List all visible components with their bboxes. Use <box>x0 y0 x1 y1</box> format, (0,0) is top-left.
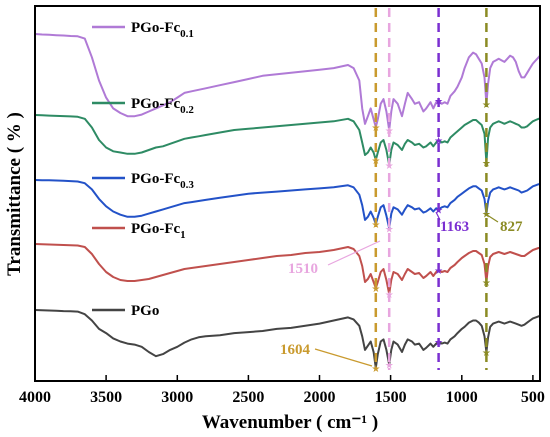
peak-star-marker: ★ <box>371 364 380 375</box>
peak-star-marker: ★ <box>434 97 443 108</box>
plot-frame <box>34 5 541 382</box>
peak-star-marker: ★ <box>434 205 443 216</box>
peak-star-marker: ★ <box>385 224 394 235</box>
peak-markers-layer: ★★★★★★★★★★★★★★★★★★★★ <box>371 8 491 375</box>
peak-star-marker: ★ <box>371 220 380 231</box>
peak-star-marker: ★ <box>434 266 443 277</box>
x-tick-label: 1000 <box>446 389 478 406</box>
peak-annotation-label: 1510 <box>288 261 318 277</box>
y-axis-title: Transmittance ( % ) <box>4 112 25 276</box>
series-line-1 <box>34 33 541 132</box>
peak-star-marker: ★ <box>434 136 443 147</box>
peak-annotation-label: 1604 <box>280 342 311 358</box>
x-tick-label: 4000 <box>19 389 51 406</box>
annotation-arrow <box>327 240 381 266</box>
legend-label: PGo-Fc0.3 <box>131 171 194 191</box>
peak-star-marker: ★ <box>482 159 491 170</box>
peak-star-marker: ★ <box>434 338 443 349</box>
legend-label: PGo-Fc0.1 <box>131 20 194 40</box>
annotation-arrow <box>435 211 441 221</box>
curves-layer <box>34 33 541 369</box>
x-tick-label: 1500 <box>375 389 407 406</box>
annotation-arrow <box>483 212 499 223</box>
peak-star-marker: ★ <box>385 126 394 137</box>
peak-star-marker: ★ <box>385 290 394 301</box>
peak-star-marker: ★ <box>385 361 394 372</box>
peak-annotations: 1604 1510 1163 827 <box>280 211 523 367</box>
series-line-4 <box>34 243 540 295</box>
annotation-arrow <box>314 348 373 367</box>
legend-label: PGo-Fc0.2 <box>131 96 194 116</box>
legend: PGo-Fc0.1 PGo-Fc0.2 PGo-Fc0.3 PGo-Fc1 PGo <box>92 20 194 319</box>
peak-star-marker: ★ <box>482 348 491 359</box>
x-tick-label: 2500 <box>232 389 264 406</box>
series-line-5 <box>34 309 540 369</box>
x-tick-label: 3000 <box>161 389 193 406</box>
peak-star-marker: ★ <box>482 278 491 289</box>
x-axis-title: Wavenumber ( cm⁻¹ ) <box>202 412 378 433</box>
peak-annotation-label: 827 <box>500 219 523 235</box>
peak-star-marker: ★ <box>482 100 491 111</box>
peak-annotation-label: 1163 <box>440 219 469 235</box>
series-line-2 <box>34 114 540 166</box>
series-line-3 <box>34 179 540 230</box>
peak-star-marker: ★ <box>385 161 394 172</box>
peak-star-marker: ★ <box>371 284 380 295</box>
x-tick-label: 3500 <box>90 389 122 406</box>
peak-star-marker: ★ <box>371 156 380 167</box>
x-tick-label: 500 <box>521 389 545 406</box>
legend-label: PGo <box>131 303 159 319</box>
x-axis-ticks: 4000 3500 3000 2500 2000 1500 1000 500 <box>19 375 545 406</box>
x-tick-label: 2000 <box>304 389 336 406</box>
peak-star-marker: ★ <box>371 123 380 134</box>
legend-label: PGo-Fc1 <box>131 221 186 241</box>
